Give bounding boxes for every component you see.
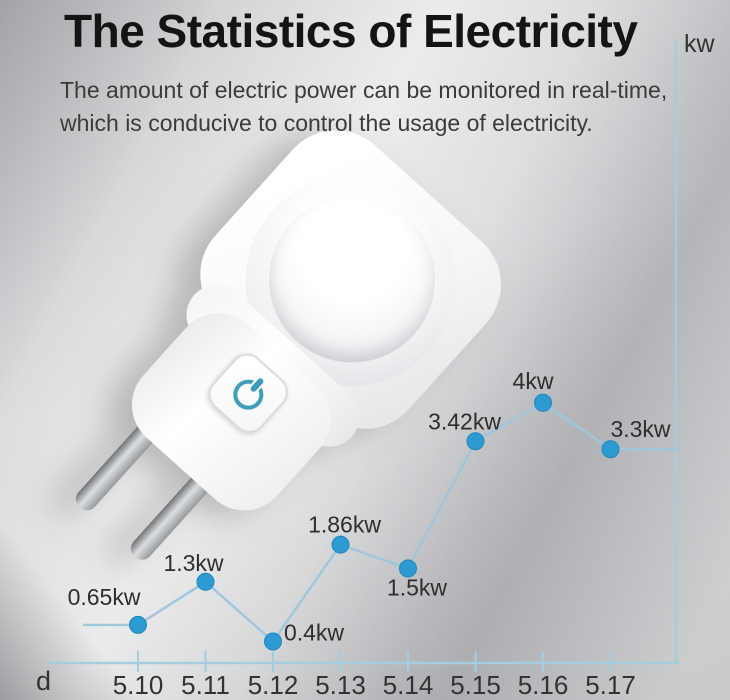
point-value-label: 0.4kw xyxy=(284,619,344,645)
x-tick-label: 5.12 xyxy=(248,670,299,700)
data-point xyxy=(534,393,552,412)
point-value-label: 1.5kw xyxy=(387,575,447,601)
page-title: The Statistics of Electricity xyxy=(64,5,638,57)
x-axis-unit-label: d xyxy=(36,666,52,696)
y-axis-unit-label: kw xyxy=(684,30,715,58)
series-line xyxy=(83,401,676,644)
background-corner-shadow xyxy=(0,530,240,700)
page-subtitle: The amount of electric power can be moni… xyxy=(60,74,667,140)
point-value-label: 1.86kw xyxy=(308,512,381,538)
x-tick-label: 5.15 xyxy=(450,670,501,700)
subtitle-line-2: which is conducive to control the usage … xyxy=(60,110,593,136)
data-point xyxy=(129,615,147,634)
point-value-label: 3.3kw xyxy=(610,416,670,442)
point-value-label: 0.65kw xyxy=(68,584,141,610)
point-value-label: 1.3kw xyxy=(163,550,223,576)
data-point xyxy=(399,559,417,578)
x-tick-label: 5.17 xyxy=(585,670,636,700)
data-point xyxy=(264,632,282,651)
subtitle-line-1: The amount of electric power can be moni… xyxy=(60,77,668,103)
data-point xyxy=(466,432,485,451)
data-point xyxy=(331,535,350,554)
x-tick-label: 5.10 xyxy=(113,670,164,700)
x-tick-label: 5.14 xyxy=(383,670,434,700)
x-tick-label: 5.13 xyxy=(315,670,366,700)
x-tick-label: 5.11 xyxy=(181,670,230,700)
data-point xyxy=(601,440,620,459)
point-value-label: 3.42kw xyxy=(428,408,501,434)
x-tick-label: 5.16 xyxy=(518,670,569,700)
data-point xyxy=(196,572,215,591)
point-value-label: 4kw xyxy=(513,368,554,394)
